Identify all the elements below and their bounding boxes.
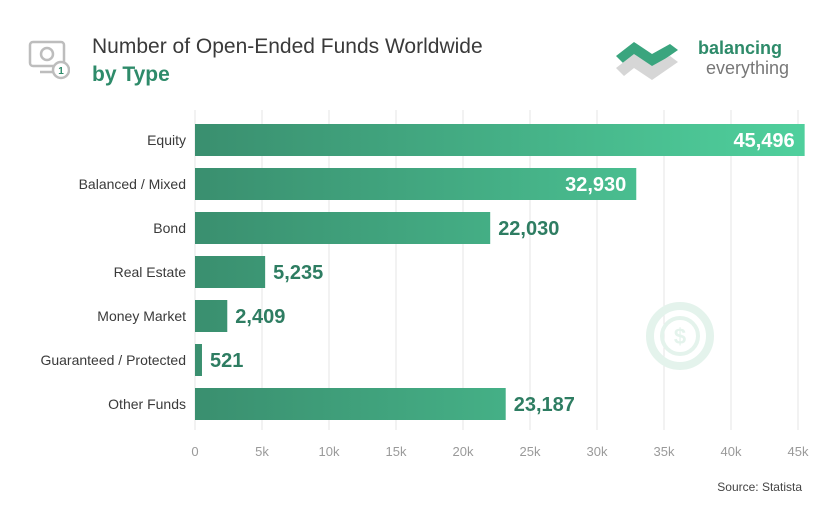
category-label: Real Estate — [114, 264, 187, 280]
bar — [195, 256, 266, 288]
logo-text-secondary: everything — [706, 58, 790, 78]
bar — [195, 124, 805, 156]
category-label: Guaranteed / Protected — [40, 352, 186, 368]
svg-text:$: $ — [674, 324, 686, 349]
bar — [195, 344, 202, 376]
chart-subtitle: by Type — [92, 63, 170, 86]
category-label: Balanced / Mixed — [79, 176, 186, 192]
x-tick-label: 15k — [386, 444, 407, 459]
bar — [195, 300, 228, 332]
x-tick-label: 25k — [520, 444, 541, 459]
bar — [195, 388, 506, 420]
x-tick-label: 40k — [721, 444, 742, 459]
value-label: 521 — [210, 350, 243, 372]
category-label: Money Market — [97, 308, 186, 324]
x-tick-label: 45k — [788, 444, 809, 459]
value-label: 5,235 — [273, 262, 323, 284]
bar-chart: 0 5k 10k 15k 20k 25k 30k 35k 40k 45k Equity 45,496 B… — [40, 110, 809, 459]
bar — [195, 212, 491, 244]
value-label: 22,030 — [498, 218, 559, 240]
x-tick-label: 30k — [587, 444, 608, 459]
svg-text:1: 1 — [58, 66, 64, 77]
value-label: 32,930 — [565, 174, 626, 196]
logo-mark-icon — [616, 42, 678, 80]
value-label: 23,187 — [514, 394, 575, 416]
category-label: Other Funds — [108, 396, 186, 412]
category-label: Equity — [147, 132, 186, 148]
category-label: Bond — [153, 220, 186, 236]
x-tick-label: 35k — [654, 444, 675, 459]
x-tick-label: 0 — [191, 444, 198, 459]
chart-title: Number of Open-Ended Funds Worldwide — [92, 35, 483, 58]
brand-logo: balancing everything — [612, 36, 822, 86]
coin-watermark-icon: $ — [646, 302, 714, 370]
x-tick-label: 5k — [255, 444, 269, 459]
x-tick-label: 10k — [319, 444, 340, 459]
chart-header: 1 Number of Open-Ended Funds Worldwide b… — [0, 0, 830, 110]
money-display-icon: 1 — [28, 40, 70, 80]
x-tick-label: 20k — [453, 444, 474, 459]
logo-text-primary: balancing — [698, 38, 783, 58]
source-note: Source: Statista — [717, 480, 802, 494]
value-label: 2,409 — [235, 306, 285, 328]
bar — [195, 168, 637, 200]
value-label: 45,496 — [733, 130, 794, 152]
